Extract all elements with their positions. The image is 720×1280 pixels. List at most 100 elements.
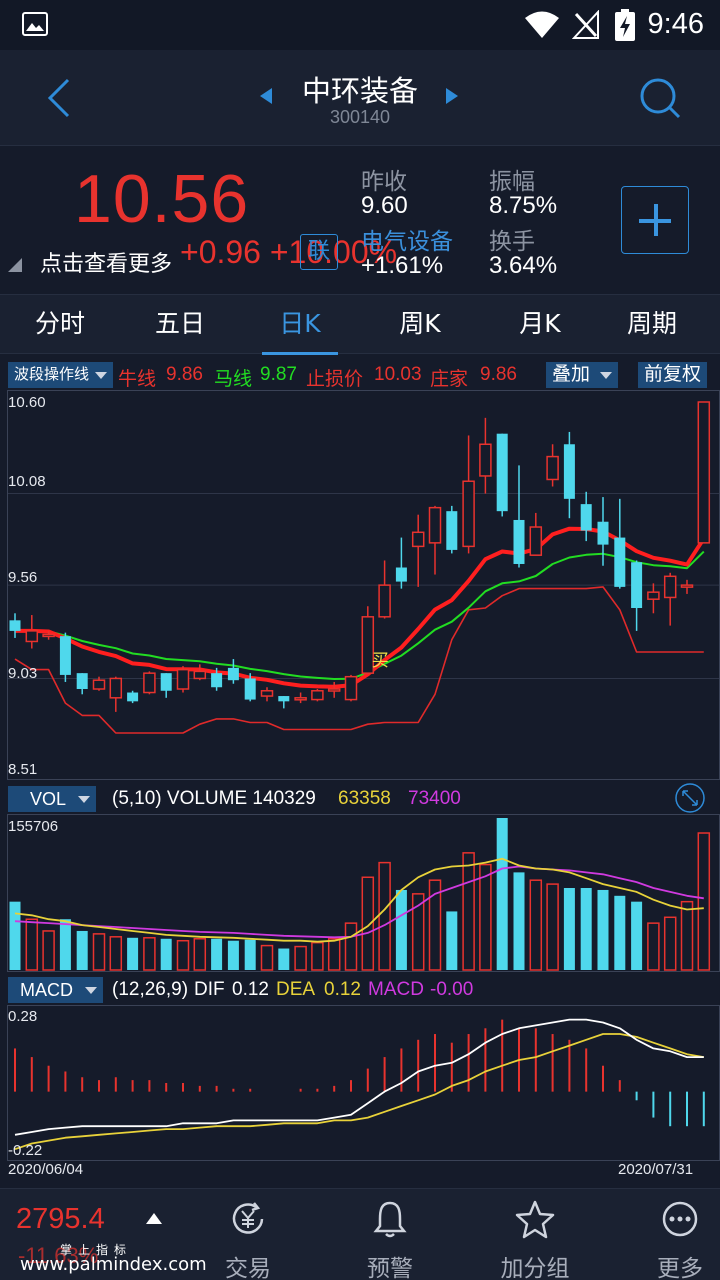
candle [25,630,39,643]
ma-value: 9.87 [260,364,297,385]
volume-bar [663,916,677,971]
adjust-button[interactable]: 前复权 [638,362,708,388]
index-value[interactable]: 2795.4 [16,1203,105,1235]
view-more-link[interactable]: 点击查看更多 [40,252,173,277]
candle [244,678,256,700]
tab-1[interactable]: 五日 [154,309,205,338]
wifi-icon [525,11,559,38]
volume-bar [361,876,375,971]
y-tick-label: 9.56 [8,569,38,586]
status-bar: 9:46 [0,0,720,50]
kline-chart[interactable]: 买 [0,390,720,780]
volume-bar [193,938,207,971]
volume-bar [614,895,626,970]
vol-row: VOL (5,10) VOLUME 140329 63358 73400 [0,782,720,814]
nav-alert[interactable]: 预警 [330,1189,450,1280]
period-tabs: 分时 五日 日K 周K 月K 周期 [0,294,720,355]
quote-panel: 10.56 +0.96 +10.00% 点击查看更多 联 昨收 9.60 电气设… [0,146,720,294]
candle [663,575,677,599]
volume-bar [211,938,223,970]
volume-bar [344,922,358,971]
volume-bar [92,933,106,971]
stop-value: 10.03 [374,364,422,385]
volume-bar [109,936,123,971]
stop-label: 止损价 [306,369,364,390]
index-up-icon [146,1213,162,1224]
tab-5[interactable]: 周期 [626,309,677,338]
candle [143,672,156,694]
candle [411,531,425,548]
x-start-date: 2020/06/04 [8,1161,84,1178]
nav-trade[interactable]: 交易 [188,1189,308,1280]
back-icon[interactable] [44,76,74,120]
candle [513,519,525,564]
candle [227,667,239,681]
fullscreen-icon[interactable] [674,782,706,814]
clock: 9:46 [647,8,704,40]
tab-0[interactable]: 分时 [34,309,85,338]
volume-bar [597,889,609,970]
next-stock-icon[interactable] [446,88,458,104]
candle [496,433,508,512]
candle [697,401,711,544]
macd-selector[interactable]: MACD [8,977,103,1003]
dif-label: DIF [194,979,225,1000]
dif-value: 0.12 [232,979,269,1000]
candle [260,690,274,697]
horse-line [15,550,705,680]
candle [9,620,21,631]
volume-bar [479,863,492,971]
overlay-label: 叠加 [552,364,591,385]
volume-bar [176,939,190,971]
candle [446,511,458,550]
nav-add-group[interactable]: 加分组 [475,1189,595,1280]
volume-bar [127,937,139,970]
candle [647,591,660,600]
sector-change: +1.61% [361,252,444,279]
macd-chart[interactable] [0,1005,720,1161]
tab-4[interactable]: 月K [519,309,561,338]
tab-3[interactable]: 周K [399,309,441,338]
niu-value: 9.86 [166,364,203,385]
tab-2[interactable]: 日K [262,295,338,355]
candle [563,444,575,499]
volume-bar [160,938,172,970]
nav-more[interactable]: 更多 [620,1189,720,1280]
y-tick-label: 8.51 [8,761,38,778]
prev-stock-icon[interactable] [260,88,272,104]
search-icon[interactable] [638,76,682,120]
vol-max-label: 155706 [8,818,59,835]
battery-charging-icon [615,9,635,41]
volume-bar [446,911,458,970]
candle [395,567,407,582]
turnover-value: 3.64% [489,252,558,279]
volume-bar [260,944,274,971]
macd-max-label: 0.28 [8,1008,38,1025]
vol-selector[interactable]: VOL [8,786,97,812]
vol-ma10-line [14,865,704,939]
volume-bar [411,893,425,971]
stock-header: 中环装备 300140 [0,50,720,146]
macd-params: (12,26,9) [112,979,189,1000]
add-watchlist-button[interactable] [621,186,689,254]
bell-icon [373,1201,407,1238]
prev-close-value: 9.60 [361,192,408,219]
candle [428,506,442,544]
macd-value: -0.00 [430,979,474,1000]
buy-marker: 买 [372,651,389,671]
y-tick-label: 10.60 [8,394,46,411]
more-icon [662,1201,698,1237]
related-button[interactable]: 联 [300,234,338,270]
candle [344,675,358,701]
index-change: -11.63% [18,1243,99,1268]
vol-ma10: 73400 [408,788,461,809]
volume-chart[interactable] [0,814,720,972]
volume-bar [546,883,559,971]
indicator-selector[interactable]: 波段操作线 [8,362,114,388]
volume-bar [529,879,543,971]
overlay-button[interactable]: 叠加 [546,362,619,388]
gallery-icon [22,12,48,36]
candle [160,673,172,691]
sector-name[interactable]: 电气设备 [361,229,453,255]
dif-line [14,1018,704,1136]
